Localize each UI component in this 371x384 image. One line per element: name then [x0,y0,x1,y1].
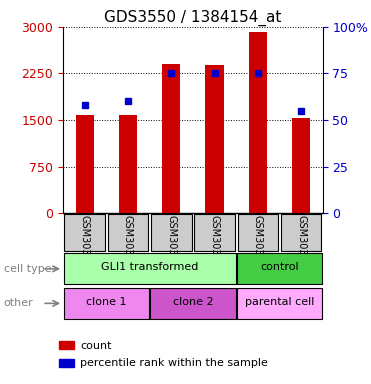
Text: GSM303374: GSM303374 [210,215,220,274]
Text: other: other [4,298,33,308]
Bar [162,64,180,213]
FancyBboxPatch shape [150,288,236,319]
FancyBboxPatch shape [237,253,322,284]
Text: parental cell: parental cell [245,296,314,307]
Text: GSM303371: GSM303371 [80,215,90,274]
Bar [292,118,310,213]
FancyBboxPatch shape [63,288,149,319]
FancyBboxPatch shape [108,214,148,251]
Bar [76,115,94,213]
Text: GLI1 transformed: GLI1 transformed [101,262,198,272]
Title: GDS3550 / 1384154_at: GDS3550 / 1384154_at [104,9,282,25]
FancyBboxPatch shape [63,253,236,284]
Bar [59,341,74,349]
FancyBboxPatch shape [237,288,322,319]
Text: GSM303376: GSM303376 [296,215,306,274]
Text: control: control [260,262,299,272]
FancyBboxPatch shape [281,214,321,251]
FancyBboxPatch shape [194,214,235,251]
FancyBboxPatch shape [65,214,105,251]
Text: count: count [80,341,112,351]
Text: clone 1: clone 1 [86,296,127,307]
Text: GSM303375: GSM303375 [253,215,263,274]
FancyBboxPatch shape [151,214,192,251]
FancyBboxPatch shape [237,214,278,251]
Text: cell type: cell type [4,264,51,274]
Bar [59,359,74,367]
Bar [206,65,224,213]
Text: GSM303373: GSM303373 [166,215,176,274]
Bar [119,115,137,213]
Text: clone 2: clone 2 [173,296,213,307]
Text: GSM303372: GSM303372 [123,215,133,274]
Text: percentile rank within the sample: percentile rank within the sample [80,358,268,368]
Bar [249,32,267,213]
